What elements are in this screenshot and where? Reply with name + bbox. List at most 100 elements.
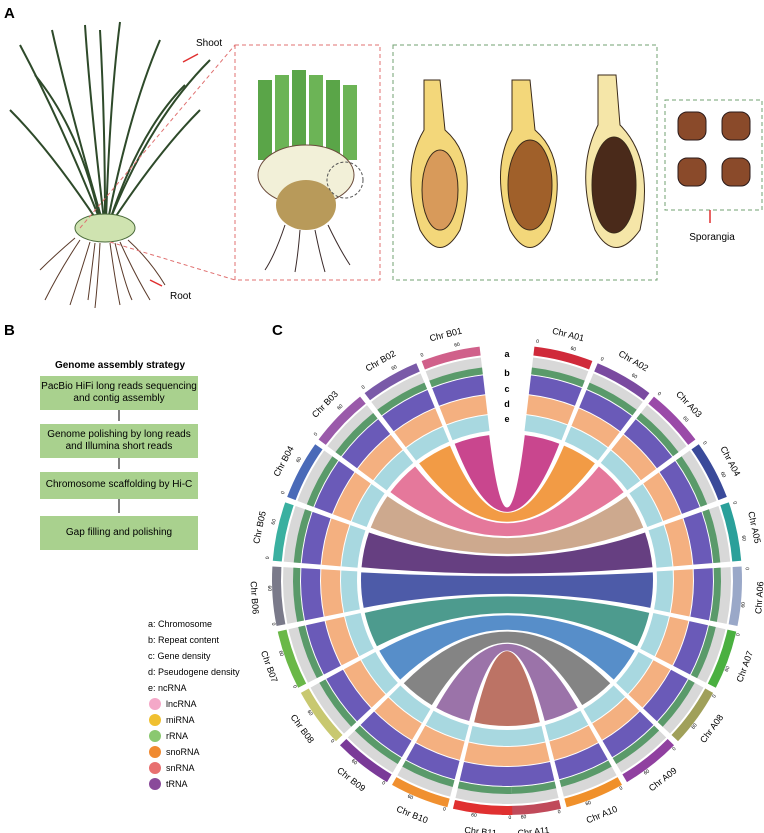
tick-label: 60: [277, 650, 284, 657]
track-c: [432, 375, 486, 406]
chromosome: [671, 688, 714, 742]
chromosome: [421, 346, 481, 370]
track-c: [301, 511, 331, 565]
chromosome: [318, 396, 366, 445]
track-e: [389, 685, 431, 723]
track-d: [526, 395, 575, 425]
tick-label: 0: [381, 780, 387, 787]
track-d: [320, 569, 344, 617]
zoom-line: [79, 44, 236, 229]
tick-label: 0: [270, 622, 276, 626]
legend-text: e: ncRNA: [148, 683, 187, 693]
legend-text: c: Gene density: [148, 651, 211, 661]
track-c: [360, 711, 412, 758]
sporophyll-drawings: [410, 74, 645, 248]
chromosome: [339, 738, 392, 783]
zoom-box: [392, 44, 658, 281]
track-letter: b: [504, 368, 510, 378]
track-e: [648, 525, 673, 568]
track-b-fill: [457, 781, 512, 794]
track-letter: d: [504, 399, 510, 409]
root-label: Root: [170, 291, 191, 302]
track-b-fill: [298, 625, 324, 679]
track-c: [659, 460, 700, 514]
tick-label: 60: [643, 768, 651, 776]
track-d: [343, 660, 386, 708]
legend-swatch: [149, 762, 161, 774]
track-e: [425, 710, 469, 741]
track-d: [394, 408, 443, 448]
track-c: [554, 743, 608, 780]
chromosome-label: Chr B01: [429, 326, 463, 344]
chromosome-label: Chr B04: [271, 444, 295, 478]
track-letter: a: [504, 349, 510, 359]
tick-label: 0: [265, 556, 271, 560]
track-d: [325, 616, 359, 666]
track-e: [341, 570, 360, 613]
track-e: [640, 612, 669, 657]
tick-label: 0: [744, 567, 750, 570]
tick-label: 60: [271, 518, 278, 525]
track-b-fill: [354, 725, 402, 765]
tick-label: 60: [690, 722, 698, 730]
track-b-fill: [306, 456, 339, 507]
chromosome: [533, 346, 593, 370]
tick-label: 0: [701, 441, 708, 447]
tick-label: 60: [350, 758, 358, 766]
legend-text: b: Repeat content: [148, 635, 220, 645]
legend-text: snoRNA: [166, 747, 200, 757]
track-e: [524, 415, 568, 441]
panel-label: B: [4, 322, 15, 339]
tick-label: 0: [619, 785, 625, 792]
legend-swatch: [149, 714, 161, 726]
track-d: [357, 434, 403, 481]
sporangia-drawings: [677, 111, 751, 187]
track-b-fill: [502, 781, 557, 794]
track-e: [406, 426, 450, 461]
zoom-box: [664, 99, 763, 211]
chromosome-label: Chr A07: [734, 650, 755, 684]
sporangia-label: Sporangia: [689, 232, 735, 243]
track-c: [579, 389, 632, 432]
chromosome-label: Chr B10: [395, 804, 429, 826]
chromosome-label: Chr A03: [674, 389, 704, 419]
legend-swatch: [149, 698, 161, 710]
chromosome-label: Chr A08: [698, 713, 725, 745]
track-c: [382, 389, 435, 432]
chromosome: [364, 363, 420, 401]
synteny-link: [436, 643, 578, 722]
track-e: [468, 725, 511, 746]
tick-label: 60: [336, 403, 344, 411]
legend-text: miRNA: [166, 715, 195, 725]
track-d: [592, 697, 640, 740]
track-c: [502, 761, 555, 786]
tick-label: 60: [740, 602, 747, 608]
track-c: [459, 761, 512, 786]
track-b-fill: [531, 367, 585, 388]
bulb-closeup: [257, 70, 364, 273]
track-d: [333, 472, 371, 521]
tick-label: 60: [521, 814, 527, 820]
track-b-fill: [586, 382, 637, 416]
flow-step: Chromosome scaffolding by Hi-C: [40, 472, 198, 499]
chromosome: [691, 444, 727, 501]
legend-text: a: Chromosome: [148, 619, 212, 629]
chromosome-label: Chr A09: [647, 765, 679, 793]
tick-label: 0: [291, 684, 298, 689]
synteny-link: [364, 596, 650, 647]
track-e: [564, 426, 608, 461]
track-b: [347, 725, 402, 773]
chromosome: [501, 799, 562, 815]
chromosome: [594, 363, 650, 401]
chromosome-label: Chr B06: [248, 581, 260, 615]
track-b-fill: [293, 567, 305, 622]
track-e: [629, 484, 663, 527]
track-e: [503, 725, 546, 746]
legend-text: lncRNA: [166, 699, 197, 709]
tick-label: 0: [280, 490, 287, 495]
panel-label: C: [272, 322, 283, 339]
chromosome: [391, 777, 450, 808]
tick-label: 60: [740, 535, 747, 542]
tick-label: 0: [735, 632, 742, 636]
chromosome-label: Chr B11: [464, 825, 497, 833]
